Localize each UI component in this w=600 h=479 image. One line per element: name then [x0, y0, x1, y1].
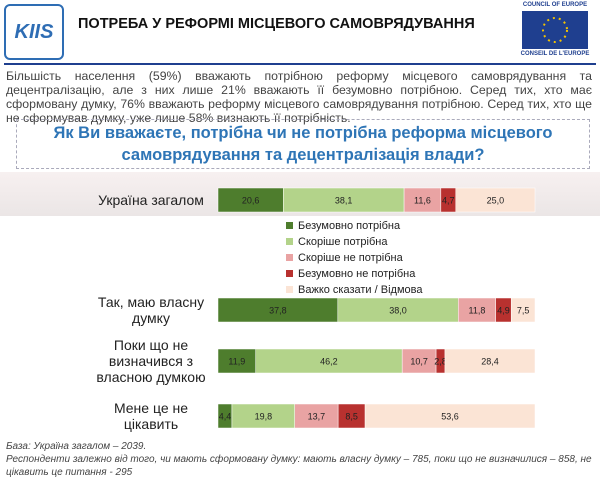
legend-label: Скоріше не потрібна	[298, 252, 404, 264]
value-label: 10,7	[410, 356, 428, 366]
footnote: База: Україна загалом – 2039.	[6, 441, 147, 452]
logo: KIIS	[4, 4, 64, 60]
value-label: 53,6	[441, 411, 459, 421]
slide-title: ПОТРЕБА У РЕФОРМІ МІСЦЕВОГО САМОВРЯДУВАН…	[78, 16, 475, 32]
value-label: 8,5	[345, 411, 358, 421]
bar-segment	[294, 403, 339, 429]
value-label: 37,8	[269, 305, 287, 315]
value-label: 25,0	[487, 195, 505, 205]
value-label: 19,8	[255, 411, 273, 421]
value-label: 4,7	[442, 195, 455, 205]
bar-segment	[401, 348, 437, 374]
value-label: 38,1	[335, 195, 353, 205]
value-label: 38,0	[389, 305, 407, 315]
legend-label: Безумовно не потрібна	[298, 268, 416, 280]
category-label: Мене це не цікавить	[113, 400, 189, 432]
value-label: 11,6	[414, 195, 431, 205]
value-label: 2,8	[434, 356, 447, 366]
partner-logo	[522, 11, 588, 49]
legend-label: Безумовно потрібна	[298, 220, 401, 232]
chart-title: Як Ви вважаєте, потрібна чи не потрібна …	[16, 119, 590, 169]
intro-text: Більшість населення (59%) вважають потрі…	[6, 69, 592, 125]
partner-name: COUNCIL OF EUROPE	[522, 2, 588, 8]
legend-marker	[286, 286, 293, 293]
value-label: 7,5	[517, 305, 530, 315]
value-label: 11,8	[469, 305, 486, 315]
legend-label: Скоріше потрібна	[298, 236, 388, 248]
bar-segment	[444, 348, 536, 374]
bar-segment	[458, 297, 496, 323]
category-label: Поки що не визначився з власною думкою	[96, 337, 206, 385]
legend-marker	[286, 222, 293, 229]
value-label: 28,4	[481, 356, 499, 366]
bar-segment	[403, 187, 442, 213]
bar-segment	[283, 187, 405, 213]
bar-segment	[255, 348, 403, 374]
bar-segment	[364, 403, 536, 429]
bar-segment	[337, 403, 366, 429]
bar-segment	[455, 187, 536, 213]
stars-ring	[542, 17, 568, 43]
bar-segment	[217, 187, 284, 213]
value-label: 4,4	[219, 411, 232, 421]
legend-label: Важко сказати / Відмова	[298, 284, 423, 296]
value-label: 46,2	[320, 356, 338, 366]
legend-marker	[286, 238, 293, 245]
bar-segment	[337, 297, 459, 323]
legend-marker	[286, 254, 293, 261]
value-label: 20,6	[242, 195, 260, 205]
partner-stars	[542, 17, 568, 43]
value-label: 4,9	[497, 305, 510, 315]
partner-name: CONSEIL DE L'EUROPE	[520, 51, 590, 57]
category-label: Україна загалом	[98, 192, 204, 208]
value-label: 13,7	[308, 411, 326, 421]
legend-marker	[286, 270, 293, 277]
header-rule	[4, 63, 596, 65]
bar-segment	[231, 403, 295, 429]
bar-segment	[510, 297, 536, 323]
value-label: 11,9	[228, 356, 245, 366]
category-label: Так, маю власну думку	[97, 294, 205, 326]
footnote: Респонденти залежно від того, чи мають с…	[6, 454, 592, 478]
